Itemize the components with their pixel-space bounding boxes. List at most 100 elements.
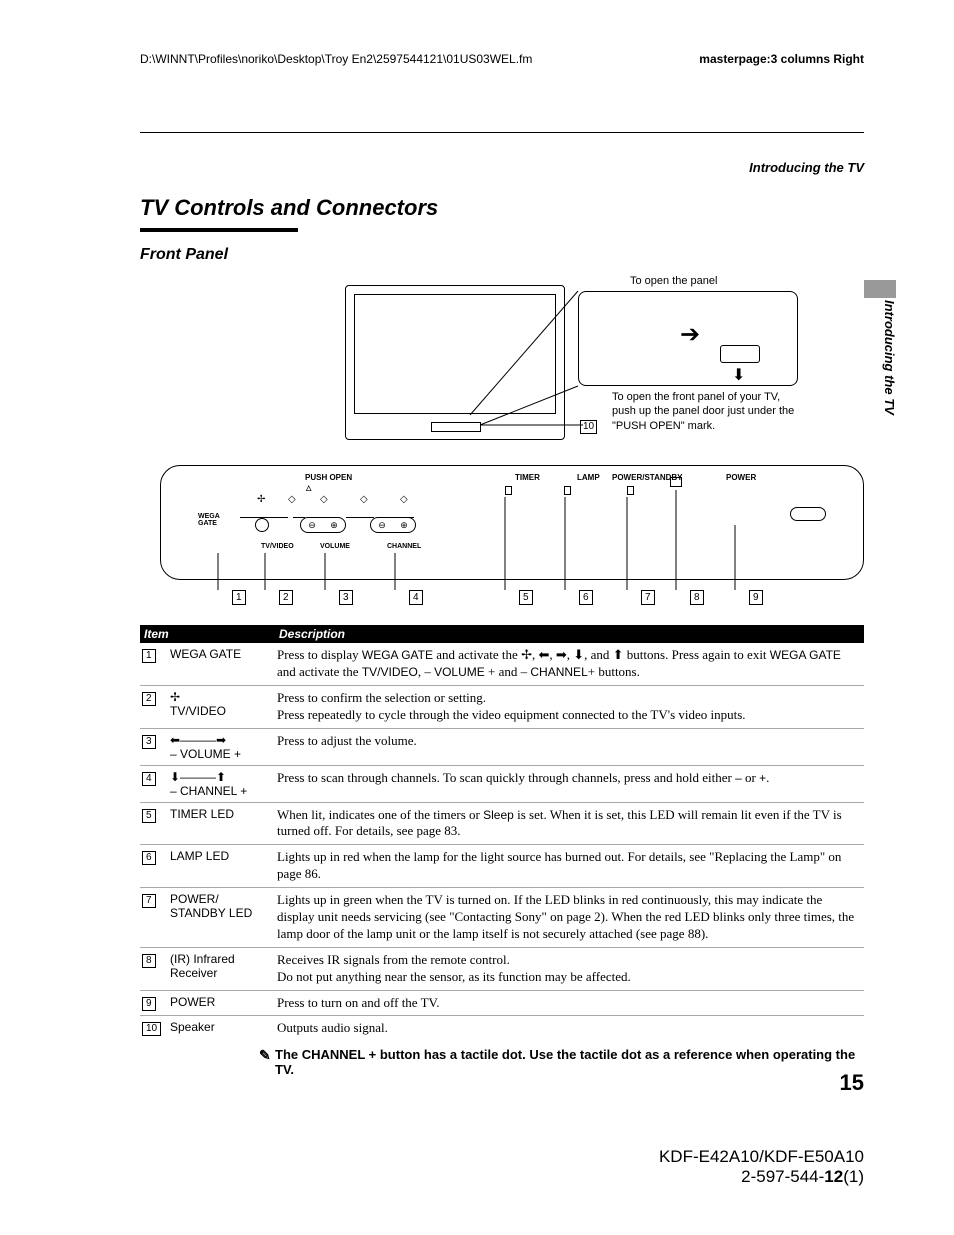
diamond-icon-3: ◇ xyxy=(360,494,368,505)
table-row: 10SpeakerOutputs audio signal. xyxy=(140,1016,864,1041)
callout-8: 8 xyxy=(690,590,704,605)
table-row: 9POWERPress to turn on and off the TV. xyxy=(140,991,864,1017)
wega-line-4 xyxy=(346,517,374,518)
table-row: 1WEGA GATEPress to display WEGA GATE and… xyxy=(140,643,864,686)
row-desc: Press to scan through channels. To scan … xyxy=(277,770,862,787)
row-desc: Press to turn on and off the TV. xyxy=(277,995,862,1012)
callout-box-10: 10 xyxy=(580,420,597,434)
doc-header: D:\WINNT\Profiles\noriko\Desktop\Troy En… xyxy=(140,52,864,66)
diagram-area: To open the panel ➔ ⬇ To open the front … xyxy=(140,275,864,615)
table-header: Item Description xyxy=(140,625,864,643)
subsection-title: Front Panel xyxy=(140,246,228,264)
table-row: 5TIMER LEDWhen lit, indicates one of the… xyxy=(140,803,864,846)
row-num: 6 xyxy=(142,849,170,865)
row-num: 7 xyxy=(142,892,170,908)
arrow-right-icon: ➔ xyxy=(680,320,700,349)
title-rule xyxy=(140,228,298,232)
arrow-down-icon: ⬇ xyxy=(732,365,745,385)
row-label: Speaker xyxy=(170,1020,277,1034)
triangle-up-icon: △ xyxy=(306,484,311,492)
row-num: 2 xyxy=(142,690,170,706)
label-volume: VOLUME xyxy=(320,543,350,550)
callout-2: 2 xyxy=(279,590,293,605)
note-text: The CHANNEL + button has a tactile dot. … xyxy=(275,1047,855,1077)
wega-line-2 xyxy=(293,517,305,518)
row-desc: When lit, indicates one of the timers or… xyxy=(277,807,862,841)
table-body: 1WEGA GATEPress to display WEGA GATE and… xyxy=(140,643,864,1041)
doc-footer: KDF-E42A10/KDF-E50A10 2-597-544-12(1) xyxy=(659,1147,864,1187)
row-desc: Press to confirm the selection or settin… xyxy=(277,690,862,724)
table-row: 3⬅———➡– VOLUME +Press to adjust the volu… xyxy=(140,729,864,766)
th-item: Item xyxy=(144,627,279,641)
diamond-icon-2: ◇ xyxy=(320,494,328,505)
callout-4: 4 xyxy=(409,590,423,605)
callout-row: 1 2 3 4 5 6 7 8 9 xyxy=(160,590,864,610)
tv-panel-slot xyxy=(431,422,481,432)
wega-line-5 xyxy=(386,517,414,518)
standby-led-icon xyxy=(627,486,634,495)
page-title: TV Controls and Connectors xyxy=(140,195,438,221)
row-desc: Lights up in green when the TV is turned… xyxy=(277,892,862,943)
label-timer: TIMER xyxy=(515,473,540,482)
row-label: ✢TV/VIDEO xyxy=(170,690,277,718)
tv-screen xyxy=(354,294,556,414)
table-row: 4⬇———⬆– CHANNEL +Press to scan through c… xyxy=(140,766,864,803)
wega-gate-btn-icon xyxy=(255,518,269,532)
callout-7: 7 xyxy=(641,590,655,605)
row-num: 1 xyxy=(142,647,170,663)
label-channel: CHANNEL xyxy=(387,543,421,550)
row-num: 8 xyxy=(142,952,170,968)
th-desc: Description xyxy=(279,627,860,641)
masterpage-label: masterpage:3 columns Right xyxy=(699,52,864,66)
footer-docnum: 2-597-544-12(1) xyxy=(659,1167,864,1187)
row-desc: Press to adjust the volume. xyxy=(277,733,862,750)
thumb-tab xyxy=(864,280,896,298)
row-label: (IR) Infrared Receiver xyxy=(170,952,277,980)
doc-path: D:\WINNT\Profiles\noriko\Desktop\Troy En… xyxy=(140,52,532,66)
table-row: 6LAMP LEDLights up in red when the lamp … xyxy=(140,845,864,888)
label-tv-video: TV/VIDEO xyxy=(261,543,294,550)
row-num: 4 xyxy=(142,770,170,786)
open-panel-caption: To open the panel xyxy=(630,275,717,287)
zoom-panel-door xyxy=(720,345,760,363)
row-label: ⬇———⬆– CHANNEL + xyxy=(170,770,277,798)
row-label: LAMP LED xyxy=(170,849,277,863)
callout-10-leader: 10 xyxy=(580,420,597,434)
row-label: WEGA GATE xyxy=(170,647,277,661)
row-desc: Press to display WEGA GATE and activate … xyxy=(277,647,862,681)
plus-glyph-icon: ✢ xyxy=(257,494,265,505)
row-num: 10 xyxy=(142,1020,170,1036)
description-table: Item Description 1WEGA GATEPress to disp… xyxy=(140,625,864,1081)
row-label: POWER xyxy=(170,995,277,1009)
row-desc: Receives IR signals from the remote cont… xyxy=(277,952,862,986)
page-number: 15 xyxy=(840,1070,864,1096)
table-note: ✎ The CHANNEL + button has a tactile dot… xyxy=(140,1041,864,1081)
label-power: POWER xyxy=(726,473,756,482)
row-desc: Outputs audio signal. xyxy=(277,1020,862,1037)
callout-6: 6 xyxy=(579,590,593,605)
diamond-icon-4: ◇ xyxy=(400,494,408,505)
label-push-open: PUSH OPEN xyxy=(305,473,352,482)
table-row: 7POWER/STANDBY LEDLights up in green whe… xyxy=(140,888,864,948)
ir-receiver-icon xyxy=(670,477,682,487)
section-heading-top: Introducing the TV xyxy=(749,160,864,175)
callout-1: 1 xyxy=(232,590,246,605)
callout-5: 5 xyxy=(519,590,533,605)
footer-model: KDF-E42A10/KDF-E50A10 xyxy=(659,1147,864,1167)
wega-line-1 xyxy=(240,517,288,518)
callout-9: 9 xyxy=(749,590,763,605)
row-label: TIMER LED xyxy=(170,807,277,821)
table-row: 8(IR) Infrared ReceiverReceives IR signa… xyxy=(140,948,864,991)
label-lamp: LAMP xyxy=(577,473,600,482)
table-row: 2✢TV/VIDEOPress to confirm the selection… xyxy=(140,686,864,729)
row-num: 3 xyxy=(142,733,170,749)
lamp-led-icon xyxy=(564,486,571,495)
row-label: POWER/STANDBY LED xyxy=(170,892,277,920)
label-wega-gate: WEGA GATE xyxy=(198,513,220,527)
callout-3: 3 xyxy=(339,590,353,605)
timer-led-icon xyxy=(505,486,512,495)
top-rule xyxy=(140,132,864,133)
control-row: ⊖⊕ ⊖⊕ ✢ ◇ ◇ ◇ ◇ xyxy=(190,510,824,540)
volume-rocker-icon: ⊖⊕ xyxy=(300,517,346,533)
channel-rocker-icon: ⊖⊕ xyxy=(370,517,416,533)
